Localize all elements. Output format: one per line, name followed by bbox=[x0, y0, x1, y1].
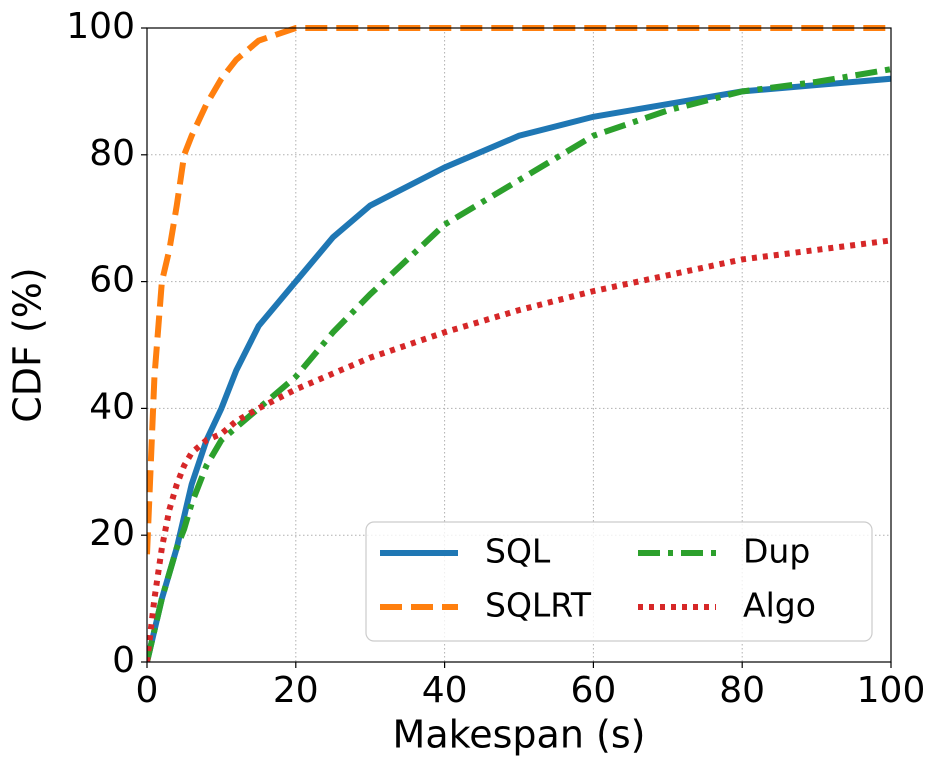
x-tick-label: 60 bbox=[570, 670, 616, 711]
y-tick-label: 100 bbox=[66, 6, 135, 47]
x-axis-label: Makespan (s) bbox=[393, 713, 646, 757]
plot-frame bbox=[146, 27, 892, 663]
series-line bbox=[147, 66, 891, 663]
legend-label: SQLRT bbox=[485, 586, 592, 625]
x-tick-label: 40 bbox=[422, 670, 468, 711]
y-tick-label: 80 bbox=[89, 133, 135, 174]
legend-box bbox=[365, 521, 873, 642]
legend-label: SQL bbox=[485, 532, 551, 571]
x-tick-label: 100 bbox=[857, 670, 926, 711]
y-tick-label: 60 bbox=[89, 260, 135, 301]
x-tick-label: 80 bbox=[719, 670, 765, 711]
y-axis-label: CDF (%) bbox=[6, 267, 50, 423]
legend-label: Dup bbox=[743, 532, 810, 571]
y-tick-label: 20 bbox=[89, 513, 135, 554]
x-tick-label: 20 bbox=[273, 670, 319, 711]
y-tick-label: 40 bbox=[89, 386, 135, 427]
series-line bbox=[147, 25, 891, 555]
x-tick-label: 0 bbox=[136, 670, 159, 711]
legend-label: Algo bbox=[743, 586, 816, 625]
y-tick-label: 0 bbox=[112, 640, 135, 681]
